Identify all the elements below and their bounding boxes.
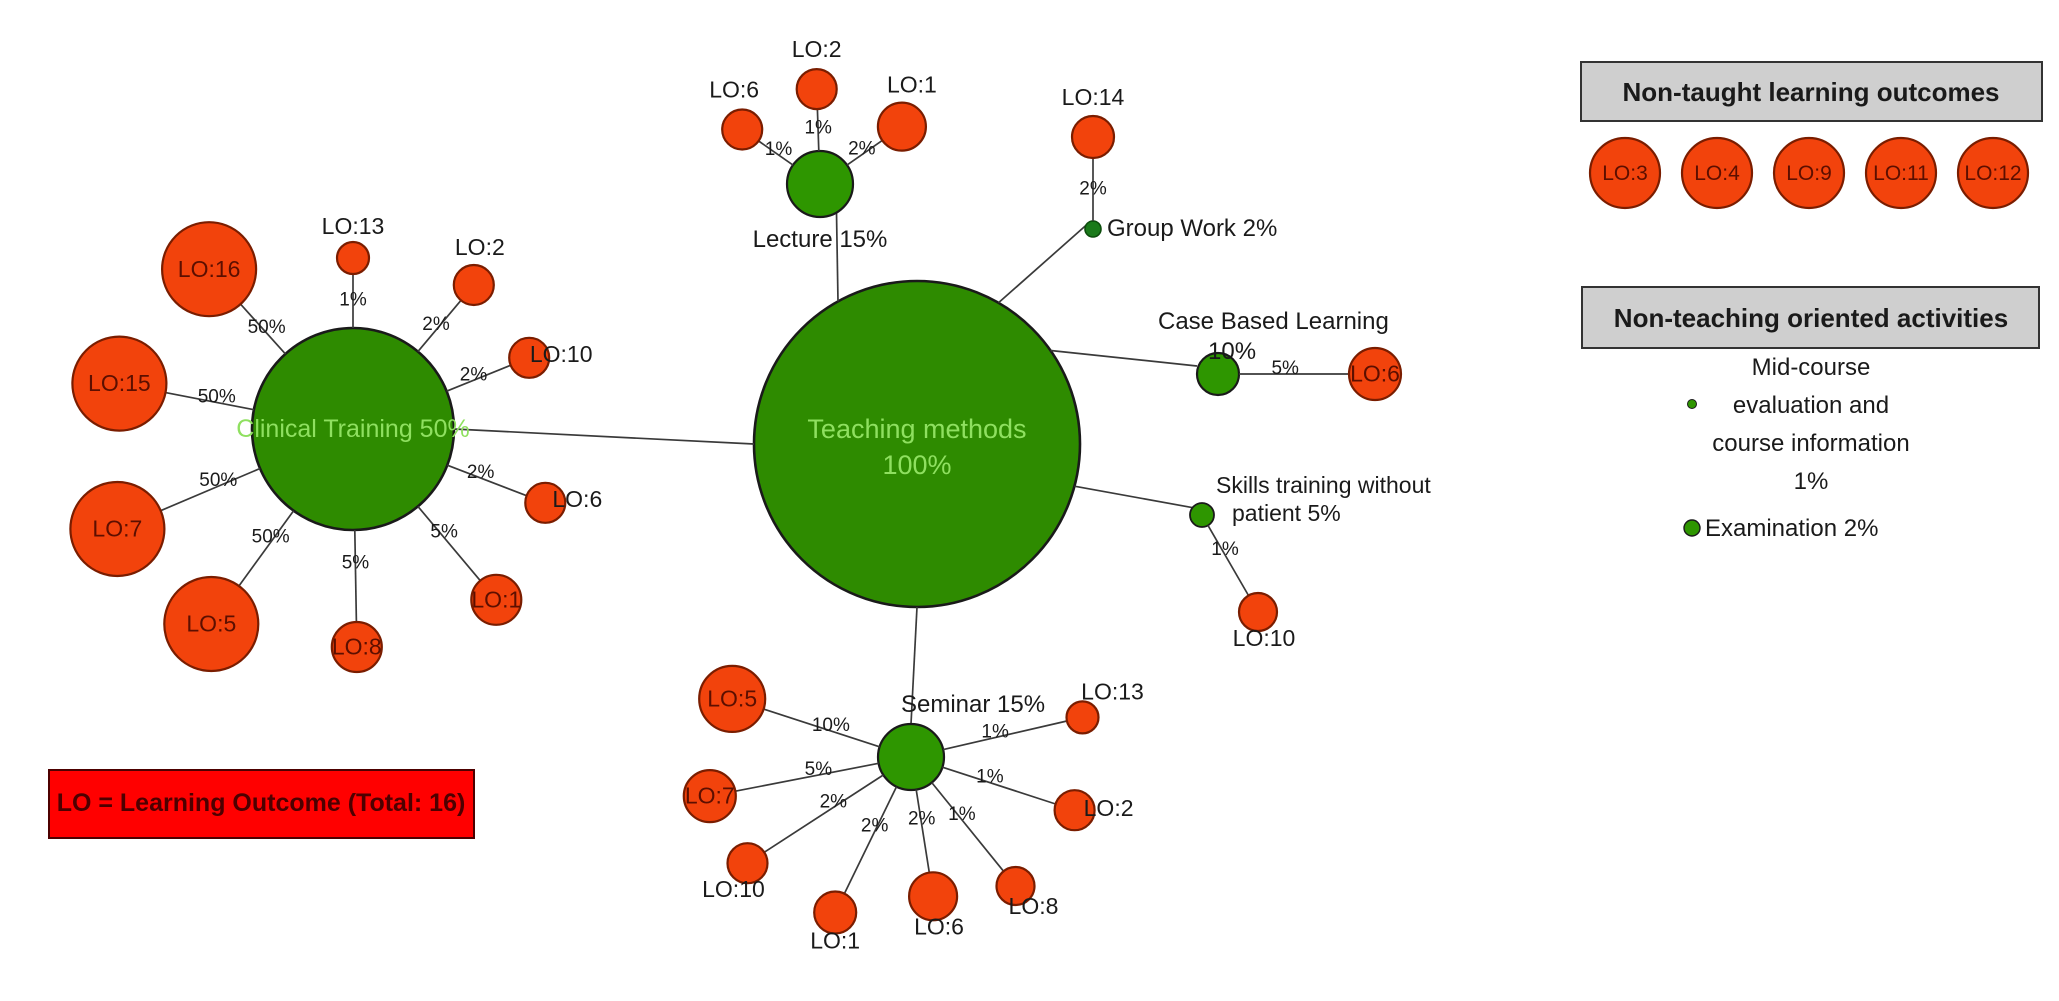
svg-text:1%: 1% xyxy=(1794,468,1829,495)
svg-text:50%: 50% xyxy=(248,317,286,338)
svg-text:LO:10: LO:10 xyxy=(530,341,593,367)
svg-text:10%: 10% xyxy=(1208,338,1256,365)
svg-text:LO:14: LO:14 xyxy=(1062,84,1125,110)
svg-text:Seminar 15%: Seminar 15% xyxy=(901,691,1045,718)
svg-text:Teaching methods: Teaching methods xyxy=(807,414,1026,444)
svg-text:LO:2: LO:2 xyxy=(1084,795,1134,821)
svg-text:LO:5: LO:5 xyxy=(186,611,236,637)
svg-text:LO:7: LO:7 xyxy=(92,516,142,542)
svg-text:1%: 1% xyxy=(339,289,367,310)
svg-text:5%: 5% xyxy=(342,553,370,574)
svg-text:2%: 2% xyxy=(861,816,889,837)
svg-text:LO:10: LO:10 xyxy=(1233,625,1296,651)
svg-text:1%: 1% xyxy=(976,767,1004,788)
svg-text:5%: 5% xyxy=(805,759,833,780)
svg-text:10%: 10% xyxy=(812,715,850,736)
svg-text:Mid-course: Mid-course xyxy=(1752,354,1871,381)
svg-text:5%: 5% xyxy=(1271,358,1299,379)
svg-text:2%: 2% xyxy=(467,462,495,483)
svg-text:LO = Learning Outcome (Total:: LO = Learning Outcome (Total: 16) xyxy=(57,789,466,817)
svg-text:LO:5: LO:5 xyxy=(707,685,757,711)
svg-text:1%: 1% xyxy=(804,117,832,138)
svg-text:1%: 1% xyxy=(981,722,1009,743)
svg-text:1%: 1% xyxy=(1211,539,1239,560)
svg-text:Lecture 15%: Lecture 15% xyxy=(753,226,888,253)
svg-text:2%: 2% xyxy=(460,364,488,385)
svg-text:patient 5%: patient 5% xyxy=(1232,500,1341,526)
svg-text:Case Based Learning: Case Based Learning xyxy=(1158,308,1389,335)
svg-text:LO:1: LO:1 xyxy=(810,927,860,953)
svg-text:50%: 50% xyxy=(199,470,237,491)
svg-text:LO:16: LO:16 xyxy=(178,256,241,282)
svg-text:Clinical Training 50%: Clinical Training 50% xyxy=(236,415,469,443)
svg-text:100%: 100% xyxy=(882,450,951,480)
svg-text:LO:6: LO:6 xyxy=(709,77,759,103)
svg-text:LO:9: LO:9 xyxy=(1786,162,1832,185)
svg-text:LO:8: LO:8 xyxy=(332,634,382,660)
svg-text:LO:15: LO:15 xyxy=(88,370,151,396)
svg-text:50%: 50% xyxy=(252,526,290,547)
svg-text:LO:1: LO:1 xyxy=(471,586,521,612)
svg-text:Group Work 2%: Group Work 2% xyxy=(1107,215,1277,242)
svg-text:1%: 1% xyxy=(948,804,976,825)
svg-text:2%: 2% xyxy=(1079,179,1107,200)
svg-text:LO:2: LO:2 xyxy=(792,36,842,62)
svg-text:LO:3: LO:3 xyxy=(1602,162,1648,185)
svg-text:2%: 2% xyxy=(820,791,848,812)
svg-text:2%: 2% xyxy=(422,314,450,335)
svg-text:LO:8: LO:8 xyxy=(1009,893,1059,919)
svg-text:5%: 5% xyxy=(430,522,458,543)
svg-text:LO:2: LO:2 xyxy=(455,234,505,260)
svg-text:LO:12: LO:12 xyxy=(1964,162,2021,185)
svg-text:50%: 50% xyxy=(198,387,236,408)
svg-text:LO:6: LO:6 xyxy=(552,486,602,512)
svg-text:2%: 2% xyxy=(848,139,876,160)
svg-text:Examination 2%: Examination 2% xyxy=(1705,515,1878,542)
svg-text:Non-teaching oriented activiti: Non-teaching oriented activities xyxy=(1614,303,2008,333)
svg-text:2%: 2% xyxy=(908,808,936,829)
svg-text:evaluation and: evaluation and xyxy=(1733,392,1889,419)
svg-text:LO:11: LO:11 xyxy=(1873,162,1929,185)
svg-text:LO:7: LO:7 xyxy=(685,783,735,809)
svg-text:LO:13: LO:13 xyxy=(322,213,385,239)
svg-text:LO:6: LO:6 xyxy=(1350,361,1400,387)
svg-text:LO:13: LO:13 xyxy=(1081,678,1144,704)
svg-text:LO:4: LO:4 xyxy=(1694,162,1740,185)
svg-text:Non-taught learning outcomes: Non-taught learning outcomes xyxy=(1623,77,2000,107)
svg-text:LO:10: LO:10 xyxy=(702,876,765,902)
svg-text:Skills training without: Skills training without xyxy=(1216,472,1431,498)
svg-text:LO:6: LO:6 xyxy=(914,913,964,939)
svg-text:course information: course information xyxy=(1712,430,1909,457)
svg-text:LO:1: LO:1 xyxy=(887,72,937,98)
svg-text:1%: 1% xyxy=(765,139,793,160)
